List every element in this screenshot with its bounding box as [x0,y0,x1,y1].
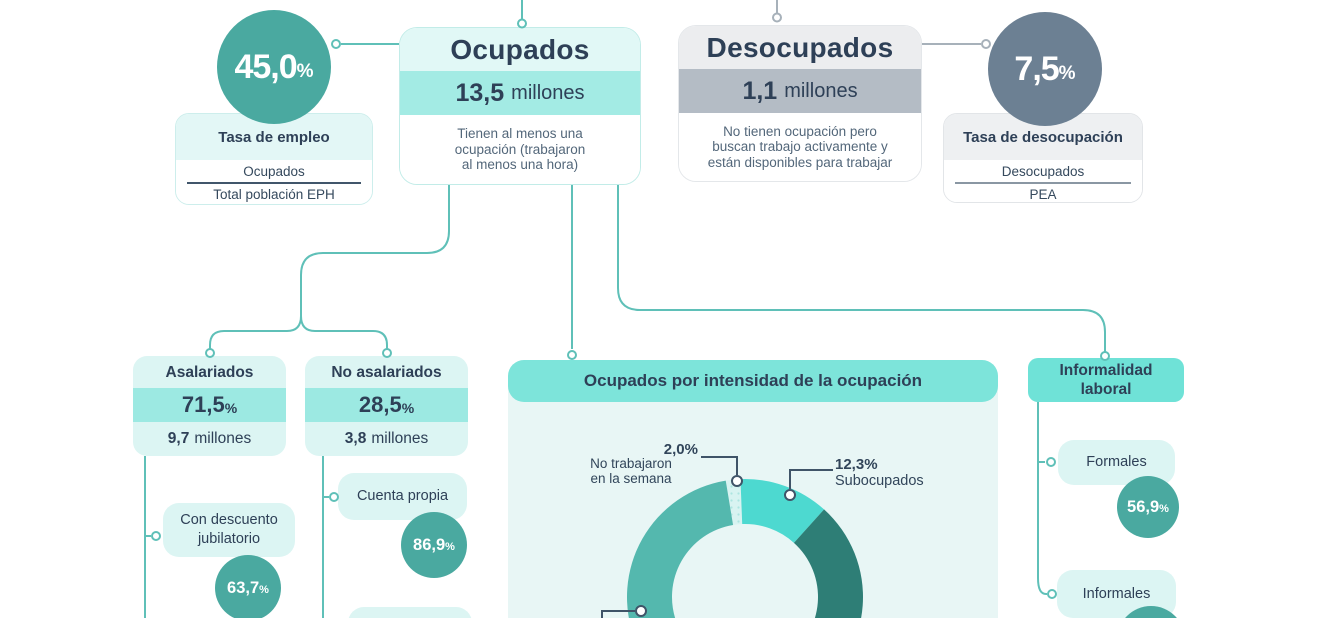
ocupados-desc-line1: Tienen al menos una [457,126,583,142]
ocupados-amount: 13,5 [455,78,505,107]
con-descuento-line2: jubilatorio [197,531,261,547]
formales-label: Formales [1086,454,1147,470]
unemployment-rate-percent-sign: % [1058,62,1076,84]
no-asalariados-percent-sign: % [401,399,415,416]
donut-callout-right-value: 12,3% [835,456,878,473]
asalariados-title: Asalariados [133,356,286,388]
desocupados-card: Desocupados 1,1 millones No tienen ocupa… [678,25,922,182]
connector-informalidad-branches [1037,402,1047,595]
unemployment-rate-denominator: PEA [1029,187,1057,202]
formales-percent-sign: % [1159,503,1169,515]
intensity-panel-header: Ocupados por intensidad de la ocupación [508,360,998,402]
no-asalariados-amount-row: 3,8 millones [305,422,468,456]
donut-callout-left-label: No trabajaron en la semana [563,456,699,486]
formales-pct: 56,9 [1127,497,1160,516]
cuenta-propia-label: Cuenta propia [356,488,449,504]
ocupados-description: Tienen al menos una ocupación (trabajaro… [400,115,640,184]
donut-callout-left-line1: No trabajaron [590,456,672,471]
ocupados-desc-line3: al menos una hora) [461,157,579,173]
asalariados-amount-row: 9,7 millones [133,422,286,456]
asalariados-amount: 9,7 [167,430,190,447]
con-descuento-chip: Con descuento jubilatorio [163,503,295,557]
cuenta-propia-pct: 86,9 [413,535,446,554]
cuenta-propia-chip: Cuenta propia [338,473,467,520]
no-asalariados-pct: 28,5 [358,392,402,417]
desocupados-desc-line2: buscan trabajo activamente y [712,139,888,155]
con-descuento-pct: 63,7 [227,578,260,597]
asalariados-percent-sign: % [224,399,238,416]
no-asalariados-pct-band: 28,5 % [305,388,468,422]
ocupados-unit: millones [511,81,585,104]
node-dot-descuento [151,531,161,541]
connector-noasal-cuenta-propia [322,456,329,618]
unemployment-rate-circle: 7,5 % [988,12,1102,126]
employment-rate-value: 45,0 [234,47,297,86]
ocupados-title: Ocupados [400,28,640,71]
asalariados-pct: 71,5 [181,392,225,417]
employment-rate-formula: Ocupados Total población EPH [176,160,372,202]
desocupados-unit: millones [784,79,858,102]
informales-label: Informales [1082,585,1151,602]
intensity-panel-title: Ocupados por intensidad de la ocupación [583,371,923,390]
connector-asalariados-descuento [144,456,151,618]
no-asalariados-amount: 3,8 [344,430,367,447]
no-asalariados-next-chip [348,607,472,618]
node-dot-intensidad [567,350,577,360]
employment-rate-percent-sign: % [296,60,314,82]
no-asalariados-box: No asalariados 28,5 % 3,8 millones [305,356,468,456]
cuenta-propia-pct-circle: 86,9 % [401,512,467,578]
informalidad-header: Informalidad laboral [1028,358,1184,402]
connector-ocupados-asalariados [209,185,450,349]
node-dot-empleo [331,39,341,49]
con-descuento-pct-circle: 63,7 % [215,555,281,618]
connector-ocupados-informalidad [617,185,1106,352]
informalidad-title-line2: laboral [1080,381,1132,398]
asalariados-unit: millones [194,430,252,447]
node-dot-desocupacion [981,39,991,49]
unemployment-rate-formula: Desocupados PEA [944,160,1142,202]
desocupados-desc-line1: No tienen ocupación pero [723,123,877,139]
employment-rate-denominator: Total población EPH [213,187,335,202]
desocupados-amount-band: 1,1 millones [679,69,921,113]
desocupados-desc-line3: están disponibles para trabajar [707,154,893,170]
unemployment-rate-box: Tasa de desocupación Desocupados PEA [943,113,1143,203]
donut-callout-left-value: 2,0% [663,441,698,458]
desocupados-description: No tienen ocupación pero buscan trabajo … [679,113,921,181]
con-descuento-percent-sign: % [259,584,269,596]
ocupados-amount-band: 13,5 millones [400,71,640,115]
formales-chip: Formales [1058,440,1175,485]
node-dot-cuenta-propia [329,492,339,502]
desocupados-title: Desocupados [679,26,921,69]
no-asalariados-unit: millones [371,430,429,447]
asalariados-box: Asalariados 71,5 % 9,7 millones [133,356,286,456]
cuenta-propia-percent-sign: % [445,541,455,553]
con-descuento-line1: Con descuento [180,512,278,528]
asalariados-pct-band: 71,5 % [133,388,286,422]
desocupados-amount: 1,1 [742,76,778,105]
node-dot-informales [1047,589,1057,599]
node-dot-desocupados-top [772,12,782,23]
no-asalariados-title: No asalariados [305,356,468,388]
employment-rate-circle: 45,0 % [217,10,331,124]
donut-callout-left-line2: en la semana [590,470,672,486]
formales-pct-circle: 56,9 % [1117,476,1179,538]
ocupados-desc-line2: ocupación (trabajaron [454,141,586,157]
unemployment-rate-value: 7,5 [1014,49,1059,88]
unemployment-rate-numerator: Desocupados [954,164,1132,184]
informalidad-title-line1: Informalidad [1059,362,1153,379]
employment-rate-box: Tasa de empleo Ocupados Total población … [175,113,373,205]
ocupados-card: Ocupados 13,5 millones Tienen al menos u… [399,27,641,185]
donut-callout-right-label: Subocupados [835,473,924,489]
employment-rate-numerator: Ocupados [186,164,362,184]
node-dot-formales [1046,457,1056,467]
